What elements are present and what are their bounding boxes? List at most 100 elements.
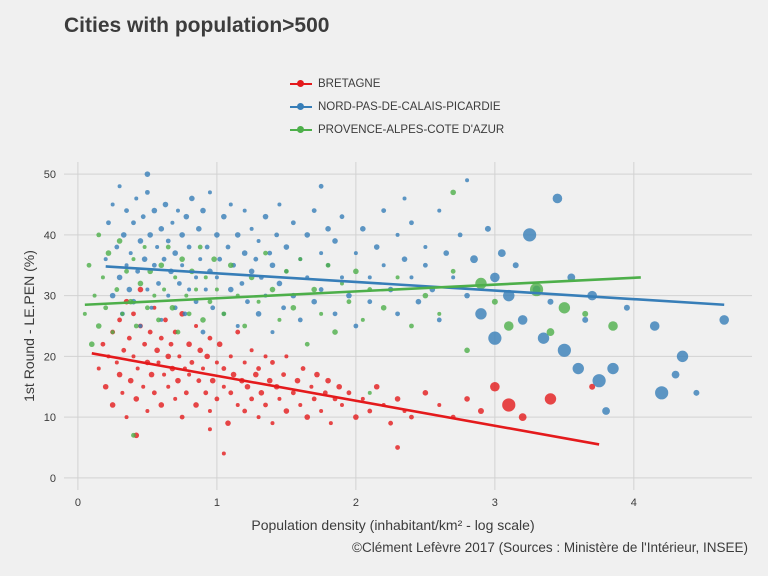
point-0	[263, 402, 268, 408]
legend-key-icon	[290, 102, 312, 112]
point-0	[151, 390, 157, 396]
point-1	[135, 268, 141, 274]
point-1	[262, 213, 269, 220]
point-1	[165, 238, 171, 244]
point-1	[175, 208, 180, 213]
point-1	[339, 214, 345, 220]
point-1	[126, 286, 133, 293]
point-0	[152, 305, 157, 310]
point-1	[281, 305, 287, 311]
point-1	[176, 281, 182, 286]
point-0	[437, 402, 442, 407]
point-0	[346, 390, 352, 396]
point-0	[290, 390, 296, 396]
point-2	[142, 245, 147, 250]
point-0	[353, 414, 359, 420]
point-1	[592, 374, 606, 388]
point-1	[267, 250, 273, 256]
point-0	[194, 324, 199, 328]
point-1	[156, 281, 161, 286]
point-2	[256, 299, 261, 304]
point-0	[464, 396, 470, 402]
y-axis-title: 1st Round - LE.PEN (%)	[21, 250, 37, 402]
point-2	[491, 298, 498, 305]
point-0	[165, 353, 172, 360]
point-1	[147, 232, 153, 238]
point-2	[360, 317, 365, 322]
x-tick-label: 4	[631, 497, 637, 509]
point-0	[235, 329, 241, 335]
legend-label: PROVENCE-ALPES-COTE D'AZUR	[318, 123, 505, 136]
point-1	[655, 386, 669, 400]
point-0	[154, 347, 160, 354]
point-1	[719, 315, 730, 325]
point-0	[422, 390, 429, 396]
point-0	[589, 383, 596, 390]
point-2	[380, 304, 387, 311]
point-1	[120, 232, 127, 238]
point-2	[186, 311, 192, 317]
point-0	[135, 366, 140, 371]
point-1	[239, 281, 245, 286]
point-1	[475, 308, 487, 320]
point-1	[512, 262, 519, 269]
point-1	[451, 275, 456, 280]
point-1	[353, 251, 358, 256]
point-1	[276, 280, 283, 287]
legend-item: PROVENCE-ALPES-COTE D'AZUR	[290, 118, 504, 141]
point-1	[602, 407, 610, 415]
point-1	[422, 262, 428, 268]
point-1	[187, 287, 192, 292]
point-2	[409, 323, 414, 329]
point-2	[197, 244, 203, 250]
point-1	[607, 362, 619, 375]
point-2	[144, 305, 150, 311]
point-1	[182, 311, 188, 317]
point-0	[214, 360, 219, 365]
point-1	[221, 213, 227, 220]
point-1	[145, 287, 150, 292]
point-2	[546, 328, 555, 336]
point-0	[309, 384, 314, 389]
point-0	[207, 427, 212, 432]
point-1	[311, 298, 317, 305]
point-1	[409, 275, 414, 280]
point-1	[189, 195, 195, 202]
point-0	[168, 341, 174, 347]
point-0	[225, 420, 231, 426]
point-0	[284, 354, 289, 359]
point-1	[248, 268, 255, 275]
point-1	[249, 226, 254, 231]
point-2	[242, 323, 248, 329]
point-1	[207, 190, 212, 195]
point-0	[126, 335, 132, 341]
point-1	[217, 256, 223, 262]
point-2	[464, 347, 470, 354]
point-0	[395, 445, 400, 450]
point-0	[120, 390, 125, 395]
point-2	[200, 317, 206, 323]
point-1	[567, 273, 576, 282]
point-1	[124, 208, 129, 213]
point-1	[415, 298, 422, 305]
trend-line-1	[105, 265, 725, 307]
point-0	[242, 360, 247, 365]
point-0	[216, 341, 223, 348]
point-2	[194, 287, 199, 292]
point-0	[131, 354, 136, 359]
point-1	[557, 343, 571, 357]
point-1	[311, 208, 317, 213]
point-0	[148, 371, 155, 378]
point-0	[373, 383, 380, 390]
point-1	[572, 362, 584, 375]
point-1	[162, 201, 169, 208]
point-1	[457, 232, 463, 238]
point-1	[582, 316, 589, 323]
point-0	[281, 372, 287, 377]
point-0	[544, 393, 557, 405]
point-1	[228, 202, 233, 207]
point-0	[221, 384, 226, 389]
point-2	[475, 277, 487, 290]
point-0	[256, 415, 261, 420]
point-1	[274, 232, 280, 238]
